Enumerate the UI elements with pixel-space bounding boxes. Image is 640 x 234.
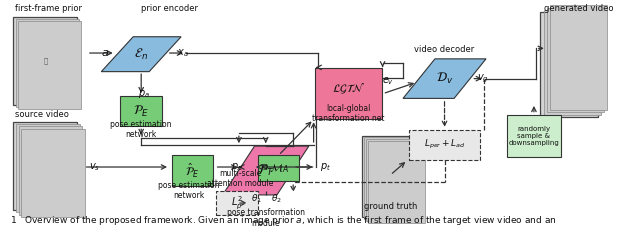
FancyBboxPatch shape bbox=[316, 68, 382, 119]
Text: $e_v$: $e_v$ bbox=[381, 75, 394, 87]
Text: pose estimation
network: pose estimation network bbox=[158, 181, 220, 200]
Text: $\theta_2$: $\theta_2$ bbox=[271, 193, 282, 205]
Text: $L_p^2$: $L_p^2$ bbox=[231, 194, 243, 212]
FancyBboxPatch shape bbox=[258, 155, 300, 181]
Text: $p_a$: $p_a$ bbox=[138, 88, 150, 100]
Text: first-frame prior: first-frame prior bbox=[15, 4, 82, 13]
Polygon shape bbox=[223, 146, 309, 195]
Text: pose transformation
module: pose transformation module bbox=[227, 208, 305, 228]
FancyBboxPatch shape bbox=[362, 136, 419, 217]
FancyBboxPatch shape bbox=[13, 122, 77, 210]
Text: 1   Overview of the proposed framework. Given an image prior $a$, which is the f: 1 Overview of the proposed framework. Gi… bbox=[10, 214, 556, 227]
Polygon shape bbox=[101, 37, 181, 72]
FancyBboxPatch shape bbox=[550, 5, 607, 110]
Text: randomly
sample &
downsampling: randomly sample & downsampling bbox=[509, 126, 559, 146]
Text: $\theta_1$: $\theta_1$ bbox=[251, 193, 262, 205]
Text: $\mathcal{E}_n$: $\mathcal{E}_n$ bbox=[134, 47, 148, 62]
Text: $\mathcal{M}_A$: $\mathcal{M}_A$ bbox=[269, 162, 289, 175]
Text: $\mathcal{P}_T$: $\mathcal{P}_T$ bbox=[257, 163, 274, 178]
FancyBboxPatch shape bbox=[216, 191, 258, 215]
FancyBboxPatch shape bbox=[21, 129, 85, 217]
Text: $p_e$: $p_e$ bbox=[231, 161, 243, 173]
FancyBboxPatch shape bbox=[15, 19, 79, 107]
FancyBboxPatch shape bbox=[13, 17, 77, 105]
FancyBboxPatch shape bbox=[17, 21, 81, 109]
FancyBboxPatch shape bbox=[19, 126, 83, 215]
Text: $v_g$: $v_g$ bbox=[477, 72, 489, 85]
FancyBboxPatch shape bbox=[410, 130, 479, 160]
FancyBboxPatch shape bbox=[364, 137, 421, 219]
Text: $a$: $a$ bbox=[100, 48, 109, 58]
FancyBboxPatch shape bbox=[367, 141, 425, 223]
Text: ground truth: ground truth bbox=[364, 202, 417, 211]
Text: $\mathcal{LGT}\mathcal{N}$: $\mathcal{LGT}\mathcal{N}$ bbox=[332, 82, 365, 96]
FancyBboxPatch shape bbox=[540, 12, 598, 117]
FancyBboxPatch shape bbox=[543, 10, 601, 115]
Text: $\mathcal{D}_v$: $\mathcal{D}_v$ bbox=[436, 71, 453, 86]
Text: $x_a$: $x_a$ bbox=[177, 47, 189, 59]
Polygon shape bbox=[403, 59, 486, 98]
Text: video decoder: video decoder bbox=[415, 45, 475, 54]
FancyBboxPatch shape bbox=[120, 96, 162, 126]
FancyBboxPatch shape bbox=[172, 155, 213, 186]
Text: $\mathcal{P}_E$: $\mathcal{P}_E$ bbox=[133, 104, 149, 119]
FancyBboxPatch shape bbox=[507, 115, 561, 157]
FancyBboxPatch shape bbox=[365, 139, 423, 221]
Text: $L_{per}+L_{ad}$: $L_{per}+L_{ad}$ bbox=[424, 138, 465, 151]
Text: local-global
transformation net: local-global transformation net bbox=[312, 104, 385, 123]
Text: source video: source video bbox=[15, 110, 69, 119]
Text: generated video: generated video bbox=[544, 4, 613, 13]
Text: pose estimation
network: pose estimation network bbox=[111, 120, 172, 139]
Text: $p_t$: $p_t$ bbox=[319, 161, 331, 173]
Text: $\hat{\mathcal{P}}_E$: $\hat{\mathcal{P}}_E$ bbox=[185, 161, 200, 180]
Text: prior encoder: prior encoder bbox=[141, 4, 198, 13]
Text: multi-scale
attention module: multi-scale attention module bbox=[207, 169, 273, 188]
FancyBboxPatch shape bbox=[547, 8, 604, 112]
Text: $v_s$: $v_s$ bbox=[89, 161, 100, 173]
Text: ⬛: ⬛ bbox=[44, 58, 47, 65]
FancyBboxPatch shape bbox=[16, 124, 80, 212]
